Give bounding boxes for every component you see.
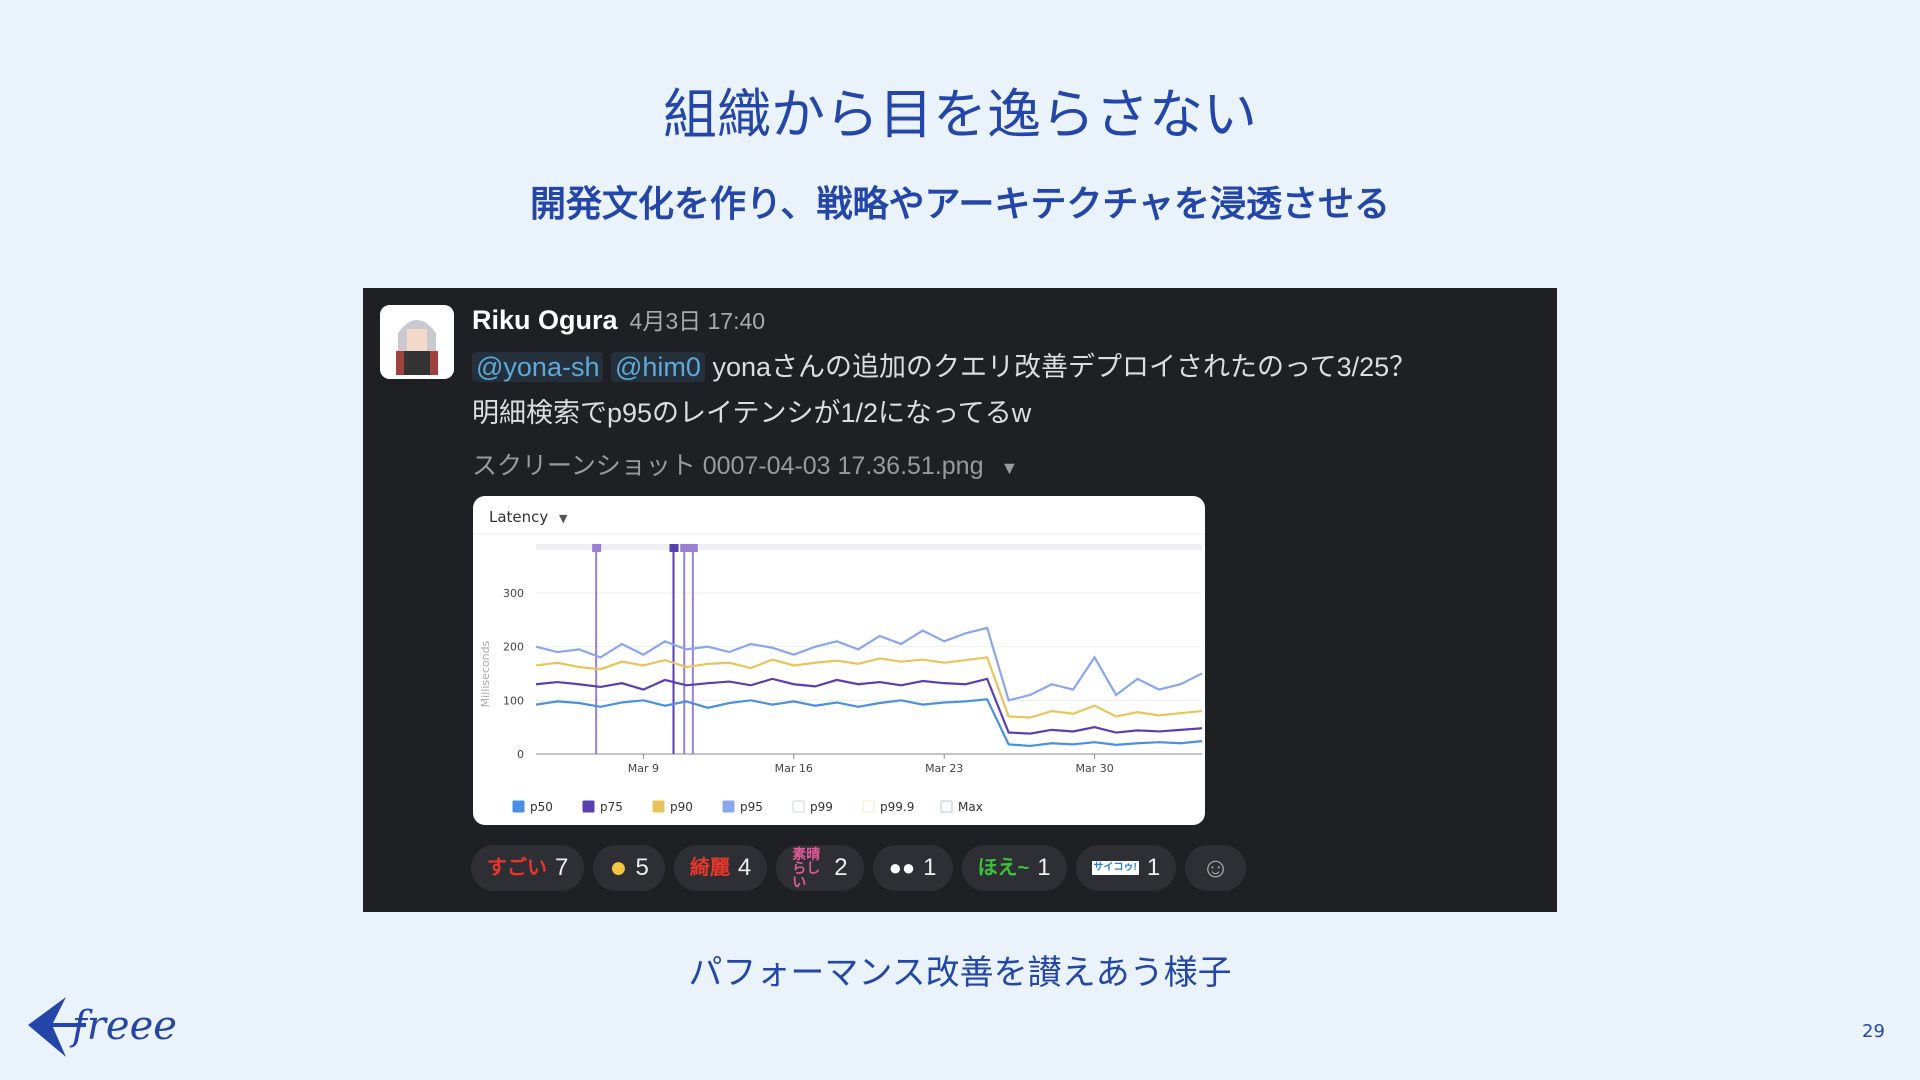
y-axis-label: Milliseconds [479,640,492,707]
series-line-p75 [535,677,1203,735]
latency-chart: Latency ▼ 0 100 200 300 Milliseconds Mar 9 Mar 1… [473,508,1205,814]
reaction-5[interactable]: ほえ~ 1 [961,845,1067,891]
reaction-count: 1 [923,854,937,881]
legend-label: p90 [670,800,693,814]
series-line-p90 [535,656,1203,719]
add-emoji-icon: ☺ [1201,852,1230,883]
reaction-4[interactable]: ●● 1 [872,845,953,891]
deploy-marker [669,544,679,552]
page-number: 29 [1862,1021,1885,1042]
timestamp[interactable]: 4月3日 17:40 [629,308,766,334]
legend-label: p50 [530,800,553,814]
reaction-emoji: ● [609,851,628,884]
slide-caption: パフォーマンス改善を讃えあう様子 [688,953,1232,993]
reaction-count: 1 [1146,854,1161,881]
dropdown-caret-icon: ▼ [559,512,568,525]
slide-subtitle: 開発文化を作り、戦略やアーキテクチャを浸透させる [529,184,1391,225]
series-line-p50 [535,698,1203,748]
legend-swatch-p50 [512,800,525,813]
legend-swatch-p99 [792,800,805,813]
legend-label: p75 [600,800,623,814]
reaction-emoji: 綺麗 [689,857,730,879]
mention-him0[interactable]: @him0 [610,352,705,382]
x-tick-label: Mar 30 [1075,762,1113,775]
deploy-marker [592,544,602,552]
legend-swatch-p75 [582,800,595,813]
slide-title: 組織から目を逸らさない [663,83,1257,146]
freee-logo: freee [26,995,186,1065]
annotation-band [536,544,1202,550]
reaction-emoji: ほえ~ [977,857,1030,879]
deploy-marker [688,544,698,552]
chart-title: Latency [489,508,548,526]
reaction-emoji: ●● [888,855,916,880]
reaction-2[interactable]: 綺麗 4 [673,845,768,891]
chart-image[interactable]: Latency ▼ 0 100 200 300 Milliseconds Mar 9 Mar 1… [473,496,1205,825]
y-tick-label: 0 [517,748,524,761]
legend-label: p99 [810,800,833,814]
file-attachment-header[interactable]: スクリーンショット 0007-04-03 17.36.51.png ▼ [472,446,1018,482]
legend-label: Max [958,800,983,814]
legend-label: p99.9 [880,800,914,814]
reaction-emoji: サイコゥ! [1091,861,1139,875]
slack-message: Riku Ogura 4月3日 17:40 @yona-sh @him0 yona… [363,288,1557,912]
author-name[interactable]: Riku Ogura [472,305,618,335]
reaction-emoji: 素晴らしい [792,846,821,890]
message-line-2: 明細検索でp95のレイテンシが1/2になってるw [472,398,1032,428]
mention-yona-sh[interactable]: @yona-sh [472,352,604,382]
x-tick-label: Mar 23 [925,762,963,775]
reaction-3[interactable]: 素晴らしい 2 [776,845,864,891]
reaction-count: 1 [1037,854,1051,881]
reactions-bar: すごい 7 ● 5 綺麗 4 素晴らしい 2 ●● 1 ほえ~ 1 サイコゥ! 1 ☺ [471,845,1246,891]
legend-swatch-p90 [652,800,665,813]
author-row: Riku Ogura 4月3日 17:40 [472,302,765,336]
y-tick-label: 100 [503,694,524,707]
legend-swatch-Max [940,800,953,813]
x-tick-label: Mar 16 [775,762,813,775]
message-text: @yona-sh @him0 yonaさんの追加のクエリ改善デプロイされたのって… [472,344,1537,436]
x-tick-label: Mar 9 [628,762,659,775]
file-name: スクリーンショット 0007-04-03 17.36.51.png [472,452,984,480]
series-line-p95 [535,626,1203,702]
reaction-count: 7 [555,854,569,881]
y-tick-label: 200 [503,641,524,654]
reaction-emoji: すごい [487,857,547,879]
caret-down-icon[interactable]: ▼ [1000,458,1019,478]
reaction-0[interactable]: すごい 7 [471,845,585,891]
legend-swatch-p99-9 [862,800,875,813]
reaction-6[interactable]: サイコゥ! 1 [1075,845,1177,891]
reaction-count: 5 [635,854,649,881]
svg-text:freee: freee [69,1003,177,1049]
legend-label: p95 [740,800,763,814]
deploy-marker [680,544,690,552]
avatar[interactable] [380,305,454,379]
legend-swatch-p95 [722,800,735,813]
add-reaction-button[interactable]: ☺ [1185,845,1246,891]
reaction-count: 4 [737,854,752,881]
reaction-1[interactable]: ● 5 [593,845,665,891]
reaction-count: 2 [834,854,848,881]
message-line-1: yonaさんの追加のクエリ改善デプロイされたのって3/25？ [712,352,1417,382]
y-tick-label: 300 [503,587,524,600]
